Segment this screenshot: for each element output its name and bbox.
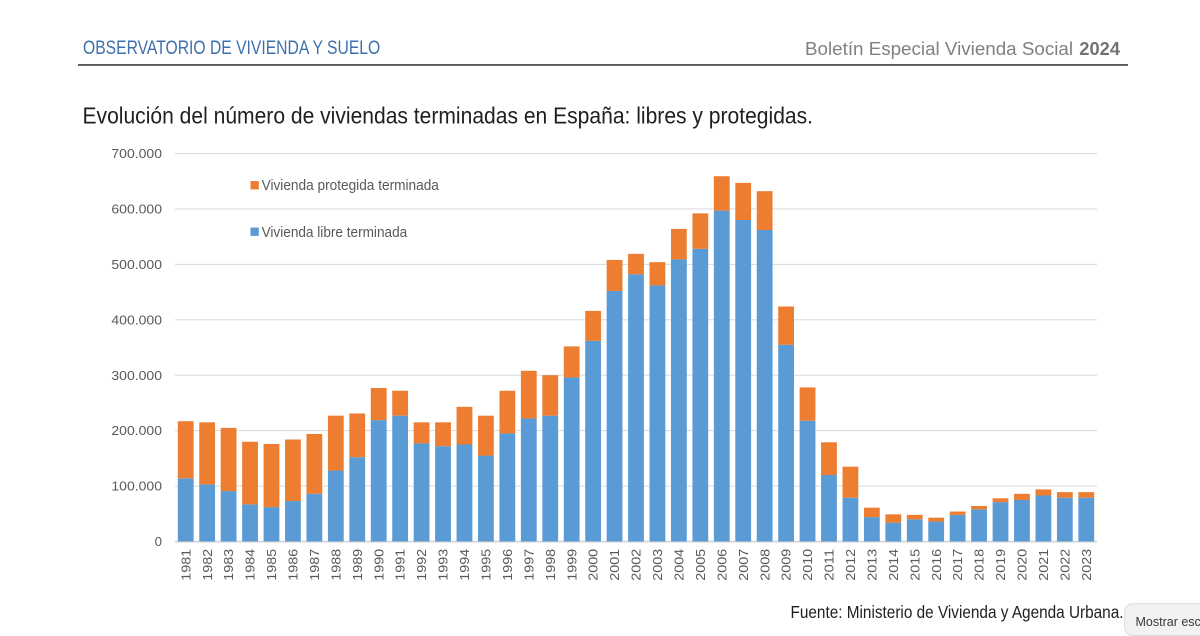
svg-text:2010: 2010 (801, 549, 815, 581)
svg-text:2001: 2001 (608, 549, 622, 581)
svg-text:2023: 2023 (1080, 549, 1094, 581)
svg-text:1990: 1990 (372, 549, 386, 581)
svg-text:2022: 2022 (1058, 549, 1072, 581)
svg-text:1994: 1994 (458, 549, 472, 581)
svg-text:1997: 1997 (522, 549, 536, 581)
svg-text:1982: 1982 (201, 549, 215, 581)
svg-text:OBSERVATORIO DE VIVIENDA Y SUE: OBSERVATORIO DE VIVIENDA Y SUELO (83, 38, 380, 59)
svg-text:2000: 2000 (587, 549, 601, 581)
svg-text:2002: 2002 (630, 549, 644, 581)
svg-text:2009: 2009 (780, 549, 794, 581)
svg-text:2017: 2017 (951, 549, 965, 581)
svg-text:2015: 2015 (908, 549, 922, 581)
svg-text:1996: 1996 (501, 549, 515, 581)
svg-text:2003: 2003 (651, 549, 665, 581)
svg-text:1981: 1981 (179, 549, 193, 581)
svg-text:1992: 1992 (415, 549, 429, 581)
svg-text:2019: 2019 (994, 549, 1008, 581)
svg-text:1987: 1987 (308, 549, 322, 581)
svg-text:1991: 1991 (394, 549, 408, 581)
svg-text:Evolución del número de vivien: Evolución del número de viviendas termin… (83, 102, 814, 128)
svg-text:1998: 1998 (544, 549, 558, 581)
svg-text:400.000: 400.000 (111, 312, 162, 327)
svg-text:100.000: 100.000 (111, 479, 162, 494)
svg-text:Vivienda protegida terminada: Vivienda protegida terminada (262, 178, 439, 194)
svg-text:1988: 1988 (329, 549, 343, 581)
svg-text:2024: 2024 (1079, 38, 1120, 59)
svg-text:2008: 2008 (758, 549, 772, 581)
svg-text:1995: 1995 (480, 549, 494, 581)
svg-text:700.000: 700.000 (111, 146, 162, 161)
svg-text:300.000: 300.000 (111, 368, 162, 383)
svg-text:2021: 2021 (1037, 549, 1051, 581)
svg-text:200.000: 200.000 (111, 423, 162, 438)
svg-text:1993: 1993 (437, 549, 451, 581)
svg-text:1989: 1989 (351, 549, 365, 581)
svg-text:1999: 1999 (565, 549, 579, 581)
svg-text:2005: 2005 (694, 549, 708, 581)
svg-text:2016: 2016 (930, 549, 944, 581)
svg-text:1984: 1984 (244, 549, 258, 581)
svg-text:2020: 2020 (1016, 549, 1030, 581)
svg-text:2011: 2011 (823, 549, 837, 581)
svg-text:2014: 2014 (887, 549, 901, 581)
svg-text:2006: 2006 (715, 549, 729, 581)
svg-text:2018: 2018 (973, 549, 987, 581)
svg-text:2004: 2004 (672, 549, 686, 581)
svg-text:Vivienda libre terminada: Vivienda libre terminada (262, 225, 408, 241)
svg-text:Boletín Especial Vivienda Soci: Boletín Especial Vivienda Social (805, 38, 1073, 59)
svg-text:Fuente: Ministerio de Vivienda: Fuente: Ministerio de Vivienda y Agenda … (791, 602, 1124, 622)
svg-text:1985: 1985 (265, 549, 279, 581)
svg-text:500.000: 500.000 (111, 257, 162, 272)
svg-text:2007: 2007 (737, 549, 751, 581)
svg-text:600.000: 600.000 (111, 202, 162, 217)
svg-text:Mostrar escr: Mostrar escr (1136, 615, 1200, 629)
svg-text:1986: 1986 (287, 549, 301, 581)
svg-text:1983: 1983 (222, 549, 236, 581)
svg-text:0: 0 (155, 534, 162, 549)
svg-text:2012: 2012 (844, 549, 858, 581)
svg-text:2013: 2013 (865, 549, 879, 581)
